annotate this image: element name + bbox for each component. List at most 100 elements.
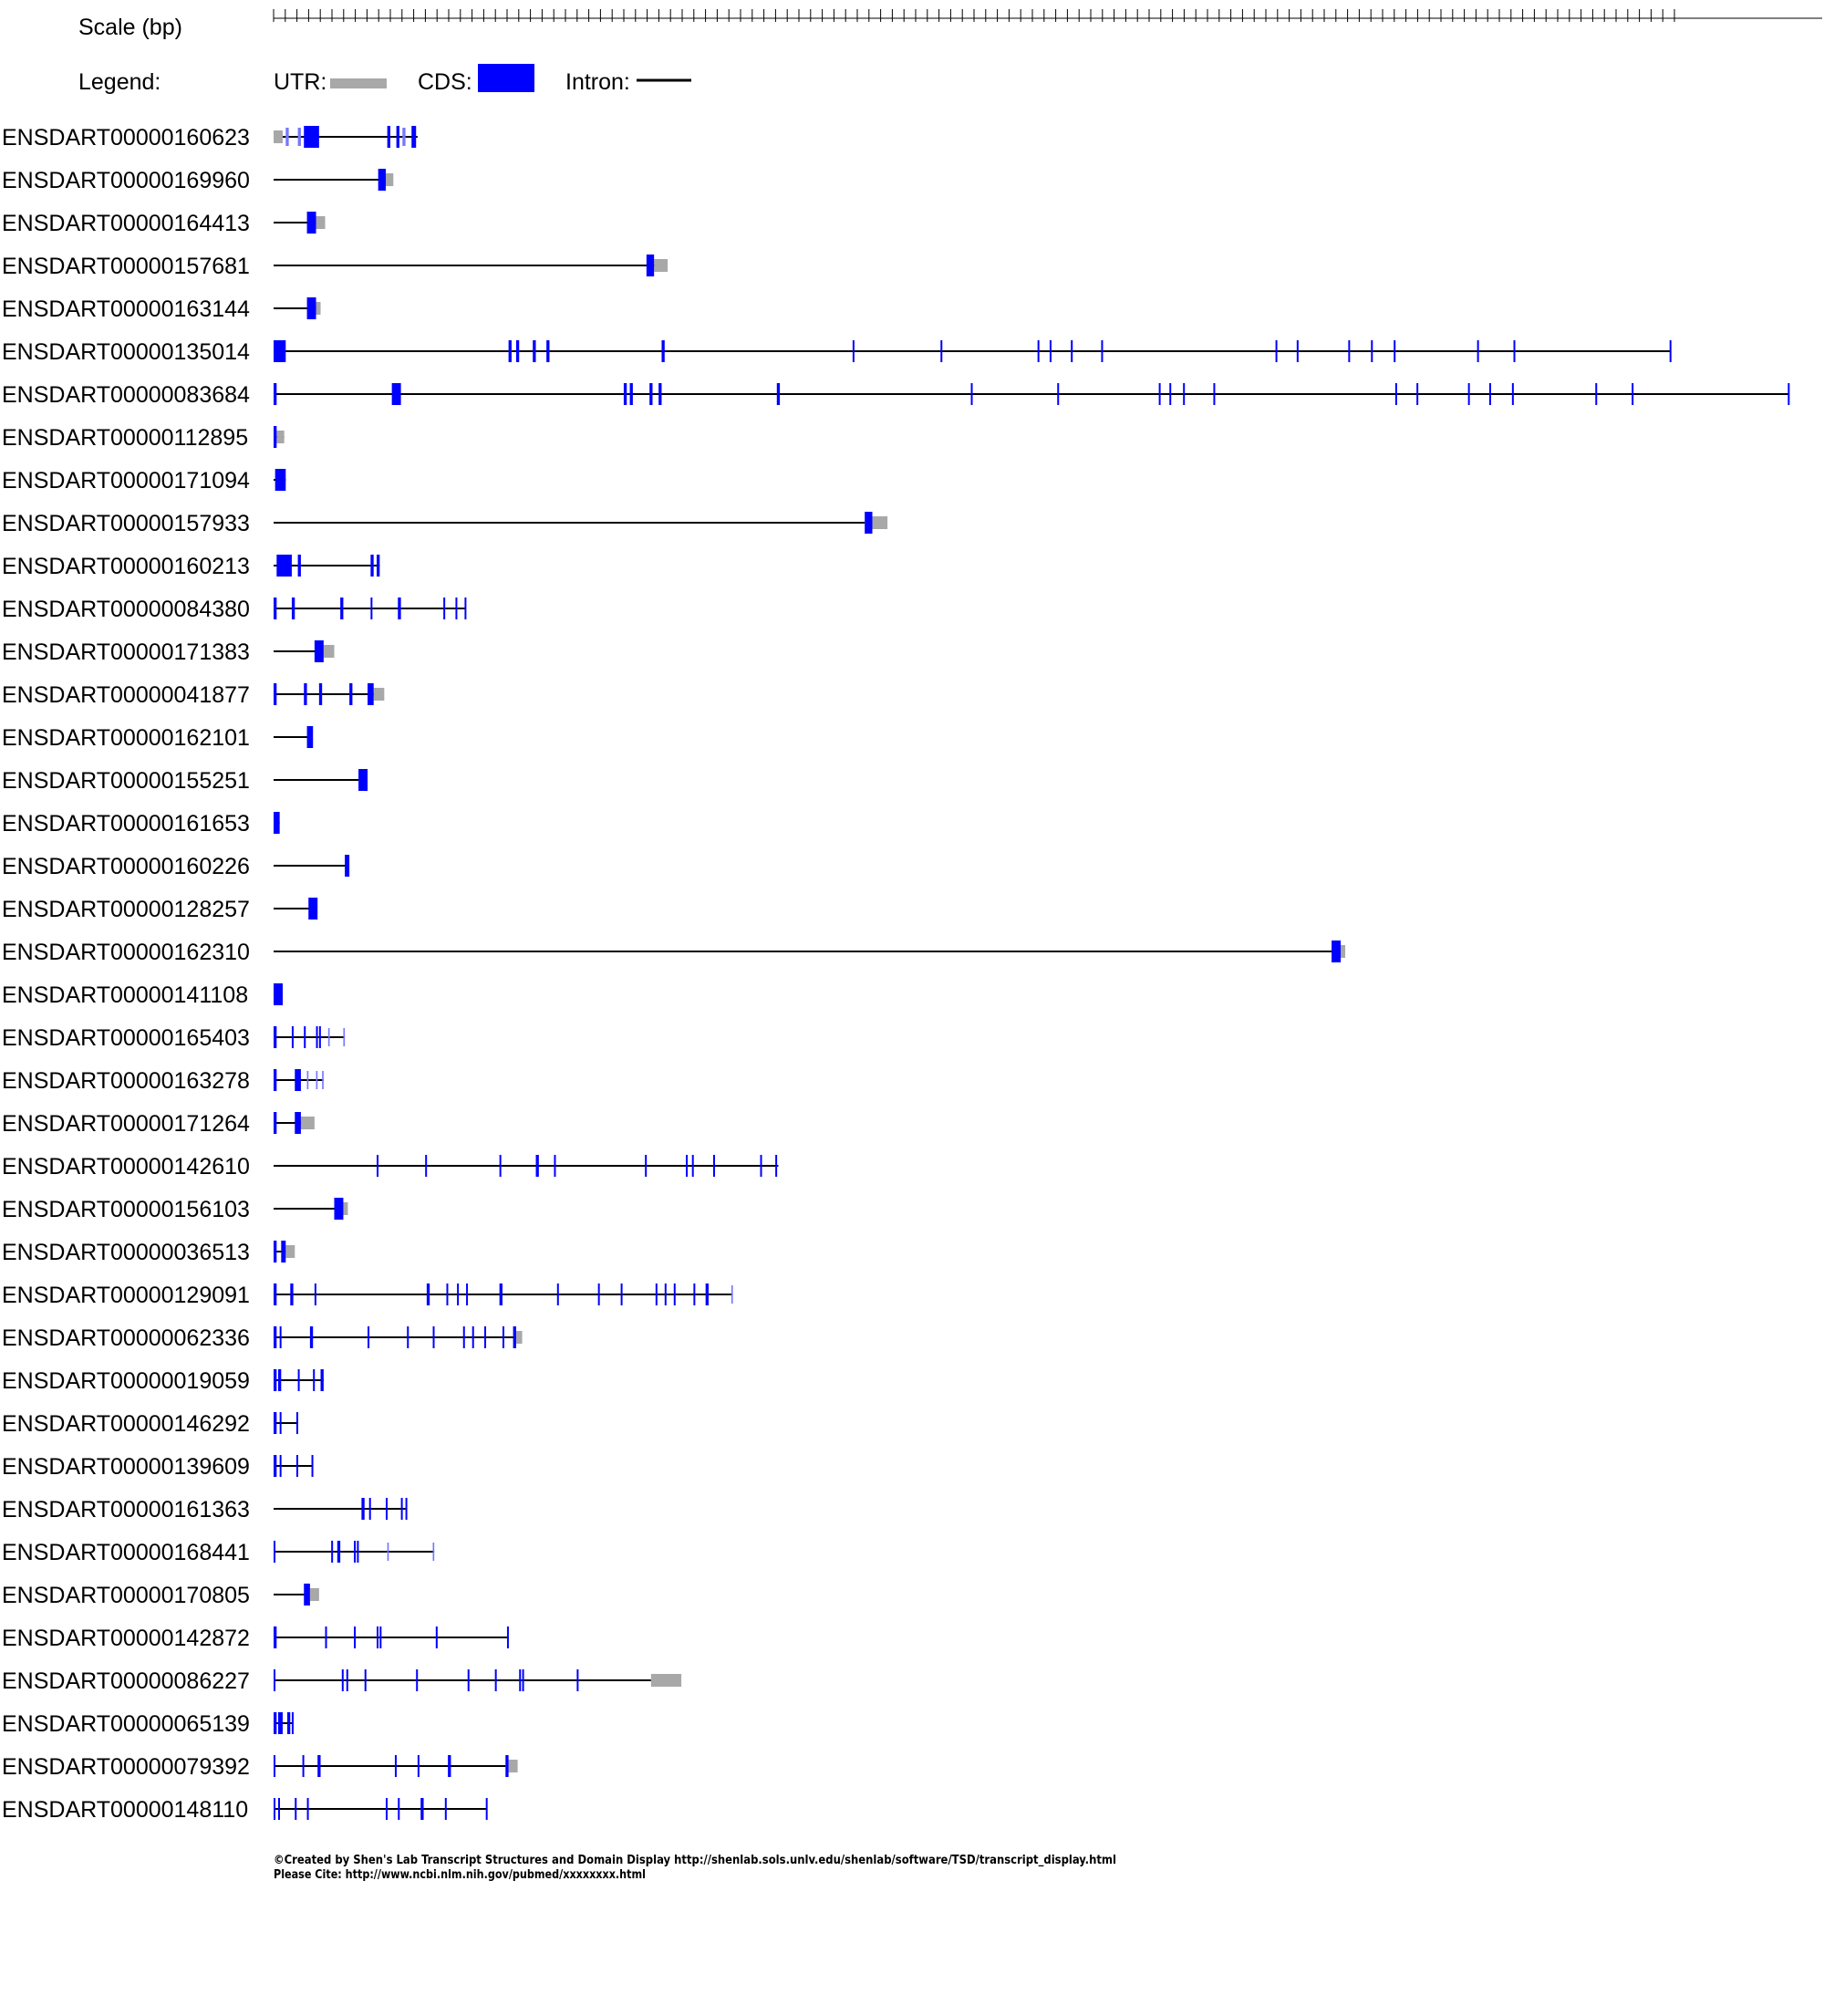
cds-block: [705, 1283, 709, 1305]
transcript-id: ENSDART00000161653: [2, 811, 250, 837]
transcript-row: ENSDART00000161363: [2, 1497, 408, 1522]
cds-block: [1275, 340, 1278, 362]
cds-block: [513, 1326, 516, 1348]
cds-block: [274, 1669, 275, 1691]
transcript-row: ENSDART00000157681: [2, 254, 668, 279]
transcript-row: ENSDART00000079392: [2, 1754, 518, 1780]
transcript-id: ENSDART00000065139: [2, 1711, 250, 1737]
cds-block: [377, 1626, 379, 1648]
utr-block: [316, 302, 321, 315]
cds-block: [295, 1112, 301, 1134]
cds-block: [341, 1669, 344, 1691]
cds-block: [443, 598, 446, 619]
transcript-row: ENSDART00000171264: [2, 1111, 315, 1137]
cds-block: [314, 1283, 316, 1305]
transcript-id: ENSDART00000155251: [2, 768, 250, 794]
transcript-list: ENSDART00000160623 ENSDART00000169960 ENSD…: [2, 125, 1790, 1823]
cds-block: [377, 555, 380, 577]
cds-block: [331, 1541, 334, 1563]
scale-label: Scale (bp): [78, 15, 182, 40]
transcript-id: ENSDART00000142610: [2, 1154, 250, 1179]
transcript-row: ENSDART00000165403: [2, 1025, 346, 1051]
transcript-row: ENSDART00000065139: [2, 1711, 294, 1737]
cds-block: [1332, 940, 1342, 962]
transcript-id: ENSDART00000164413: [2, 211, 250, 236]
cds-block: [535, 1155, 539, 1177]
cds-block: [457, 1283, 460, 1305]
cds-block: [274, 1369, 277, 1391]
transcript-id: ENSDART00000139609: [2, 1454, 250, 1480]
cds-block: [274, 1798, 275, 1820]
legend-utr-label: UTR:: [274, 69, 326, 95]
cds-block: [472, 1326, 474, 1348]
cds-block: [664, 1283, 667, 1305]
cds-block: [274, 1241, 277, 1263]
cds-block: [776, 383, 781, 405]
cds-block: [1169, 383, 1172, 405]
cds-block: [274, 983, 283, 1005]
cds-block: [275, 469, 286, 491]
transcript-id: ENSDART00000146292: [2, 1411, 250, 1437]
cds-block: [279, 1326, 282, 1348]
cds-block: [370, 598, 373, 619]
cds-block: [394, 1755, 397, 1777]
cds-block: [597, 1283, 600, 1305]
cds-block: [274, 812, 280, 834]
cds-block: [290, 1283, 294, 1305]
cds-block: [304, 1584, 310, 1606]
cds-block: [464, 598, 467, 619]
utr-block: [274, 130, 283, 143]
cds-block: [274, 1626, 277, 1648]
cds-block: [1296, 340, 1299, 362]
transcript-id: ENSDART00000171383: [2, 639, 250, 665]
cds-block: [1371, 340, 1373, 362]
cds-block: [658, 383, 662, 405]
scale-bar: [273, 9, 1822, 22]
transcript-row: ENSDART00000157933: [2, 511, 888, 536]
cds-block: [1183, 383, 1186, 405]
cds-block: [279, 1412, 282, 1434]
cds-block: [291, 1026, 294, 1048]
cds-block: [277, 1369, 282, 1391]
footer-credit: ©Created by Shen's Lab Transcript Struct…: [274, 1853, 1116, 1867]
transcript-id: ENSDART00000169960: [2, 168, 250, 193]
cds-block: [368, 1326, 370, 1348]
cds-block: [337, 1541, 341, 1563]
cds-block: [1416, 383, 1419, 405]
cds-block: [370, 555, 374, 577]
cds-block: [274, 1069, 277, 1091]
cds-block: [349, 683, 353, 705]
cds-block: [398, 598, 401, 619]
legend-label: Legend:: [78, 69, 161, 95]
cds-block: [368, 683, 374, 705]
transcript-id: ENSDART00000170805: [2, 1583, 250, 1608]
cds-block: [274, 1283, 277, 1305]
transcript-row: ENSDART00000084380: [2, 597, 467, 622]
cds-block: [1394, 340, 1396, 362]
utr-block: [373, 688, 385, 701]
cds-block: [655, 1283, 658, 1305]
cds-block: [499, 1155, 502, 1177]
cds-block: [1213, 383, 1216, 405]
exon-tick: [316, 1071, 318, 1089]
cds-block: [304, 126, 319, 148]
cds-block: [306, 1798, 309, 1820]
transcript-row: ENSDART00000160623: [2, 125, 418, 151]
cds-block: [274, 1455, 277, 1477]
cds-block: [1513, 340, 1516, 362]
exon-tick: [327, 1028, 330, 1046]
cds-block: [309, 1326, 314, 1348]
cds-block: [1477, 340, 1479, 362]
transcript-row: ENSDART00000155251: [2, 768, 368, 794]
cds-block: [533, 340, 536, 362]
cds-block: [448, 1755, 451, 1777]
cds-block: [291, 1712, 294, 1734]
cds-block: [364, 1669, 367, 1691]
utr-block: [872, 516, 888, 529]
cds-block: [417, 1755, 420, 1777]
cds-block: [295, 1798, 297, 1820]
cds-block: [506, 1626, 509, 1648]
cds-block: [274, 1112, 277, 1134]
cds-block: [1467, 383, 1470, 405]
cds-block: [398, 1798, 400, 1820]
